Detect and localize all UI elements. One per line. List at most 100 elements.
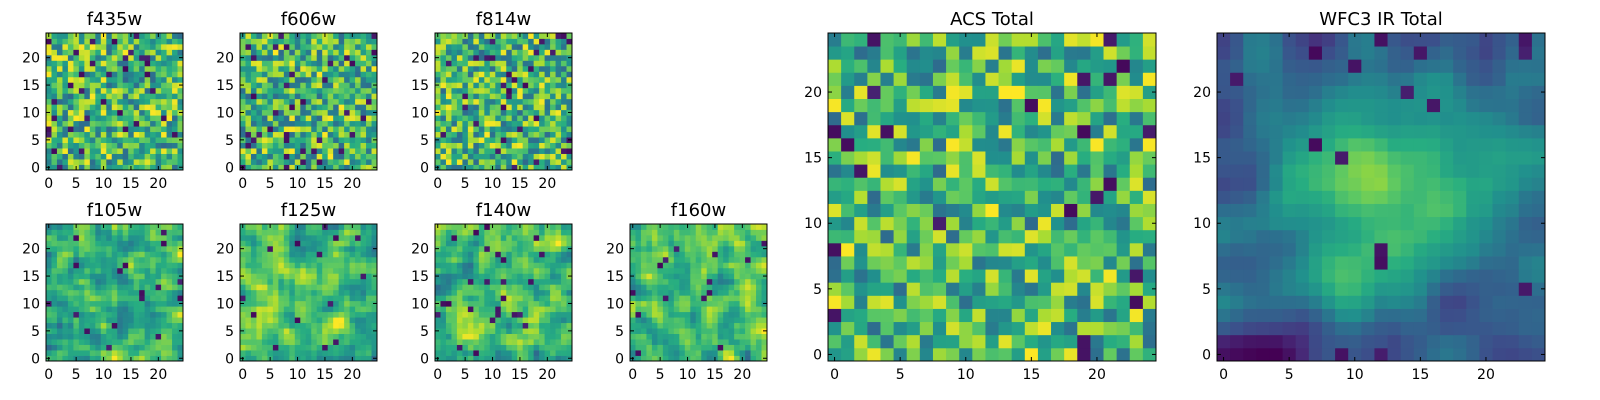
heatmap-cell (100, 273, 107, 280)
heatmap-cell (690, 234, 697, 241)
heatmap-cell (245, 104, 252, 111)
heatmap-cell (695, 311, 702, 318)
heatmap-cell (166, 311, 173, 318)
heatmap-cell (62, 273, 69, 280)
heatmap-cell (1077, 190, 1091, 204)
heatmap-cell (289, 115, 296, 122)
heatmap-cell (278, 333, 285, 340)
heatmap-cell (95, 284, 102, 291)
heatmap-cell (706, 300, 713, 307)
heatmap-cell (150, 317, 156, 324)
heatmap-cell (338, 278, 345, 285)
heatmap-cell (172, 339, 178, 345)
heatmap-cell (467, 267, 474, 274)
heatmap-cell (311, 350, 318, 356)
heatmap-cell (555, 240, 562, 247)
heatmap-cell (761, 295, 768, 302)
heatmap-cell (539, 71, 545, 78)
heatmap-cell (155, 245, 162, 252)
heatmap-cell (717, 311, 724, 318)
heatmap-cell (533, 240, 540, 247)
heatmap-cell (305, 328, 312, 334)
heatmap-cell (1090, 256, 1104, 270)
heatmap-cell (278, 71, 285, 78)
heatmap-cell (462, 300, 469, 307)
heatmap-cell (95, 311, 102, 318)
heatmap-cell (478, 104, 485, 111)
heatmap-cell (338, 38, 345, 45)
heatmap-cell (100, 60, 107, 67)
heatmap-cell (166, 278, 173, 285)
heatmap-cell (311, 355, 318, 362)
heatmap-cell (128, 295, 135, 302)
heatmap-cell (333, 142, 340, 149)
heatmap-cell (745, 317, 751, 324)
heatmap-cell (841, 347, 855, 362)
heatmap-cell (46, 126, 52, 133)
heatmap-cell (456, 60, 463, 67)
heatmap-cell (998, 203, 1013, 218)
heatmap-cell (73, 251, 80, 258)
heatmap-cell (73, 54, 80, 61)
heatmap-cell (133, 104, 140, 111)
heatmap-cell (717, 224, 724, 230)
heatmap-cell (706, 333, 713, 340)
heatmap-cell (489, 104, 496, 111)
heatmap-cell (533, 142, 540, 149)
heatmap-cell (706, 229, 713, 236)
y-tick-label: 20 (216, 242, 234, 258)
heatmap-cell (144, 267, 151, 274)
heatmap-cell (828, 242, 842, 257)
heatmap-cell (240, 153, 246, 160)
heatmap-cell (706, 267, 713, 274)
heatmap-cell (539, 115, 545, 122)
heatmap-cell (316, 104, 323, 111)
heatmap-cell (371, 311, 378, 318)
heatmap-cell (445, 142, 452, 149)
heatmap-cell (473, 142, 480, 149)
heatmap-cell (161, 137, 167, 143)
heatmap-cell (240, 148, 246, 154)
heatmap-cell (646, 284, 653, 291)
heatmap-cell (451, 278, 458, 285)
heatmap-cell (300, 229, 307, 236)
heatmap-cell (67, 350, 74, 356)
heatmap-cell (1129, 282, 1144, 296)
heatmap-cell (484, 328, 491, 334)
heatmap-cell (300, 76, 307, 83)
heatmap-cell (355, 300, 361, 307)
heatmap-cell (854, 242, 868, 257)
heatmap-cell (360, 256, 367, 263)
heatmap-cell (550, 229, 556, 236)
heatmap-cell (161, 148, 167, 154)
heatmap-cell (95, 153, 102, 160)
heatmap-cell (150, 311, 156, 318)
heatmap-cell (679, 234, 686, 241)
heatmap-cell (533, 224, 540, 230)
heatmap-cell (435, 262, 441, 269)
heatmap-cell (522, 131, 529, 138)
heatmap-cell (316, 234, 323, 241)
heatmap-cell (78, 33, 85, 39)
heatmap-cell (561, 278, 567, 285)
heatmap-cell (533, 251, 540, 258)
heatmap-cell (245, 65, 252, 72)
heatmap-cell (333, 278, 340, 285)
heatmap-cell (467, 148, 474, 154)
heatmap-cell (278, 322, 285, 329)
heatmap-cell (261, 300, 268, 307)
heatmap-cell (1103, 177, 1118, 191)
heatmap-cell (657, 262, 664, 269)
heatmap-cell (867, 321, 881, 336)
heatmap-cell (566, 87, 573, 94)
heatmap-cell (316, 87, 323, 94)
heatmap-cell (62, 262, 69, 269)
heatmap-cell (522, 295, 529, 302)
heatmap-cell (89, 306, 96, 313)
heatmap-cell (256, 120, 263, 127)
heatmap-cell (734, 344, 740, 351)
heatmap-cell (484, 109, 491, 116)
heatmap-cell (854, 269, 868, 283)
heatmap-cell (256, 251, 263, 258)
heatmap-cell (240, 159, 246, 165)
